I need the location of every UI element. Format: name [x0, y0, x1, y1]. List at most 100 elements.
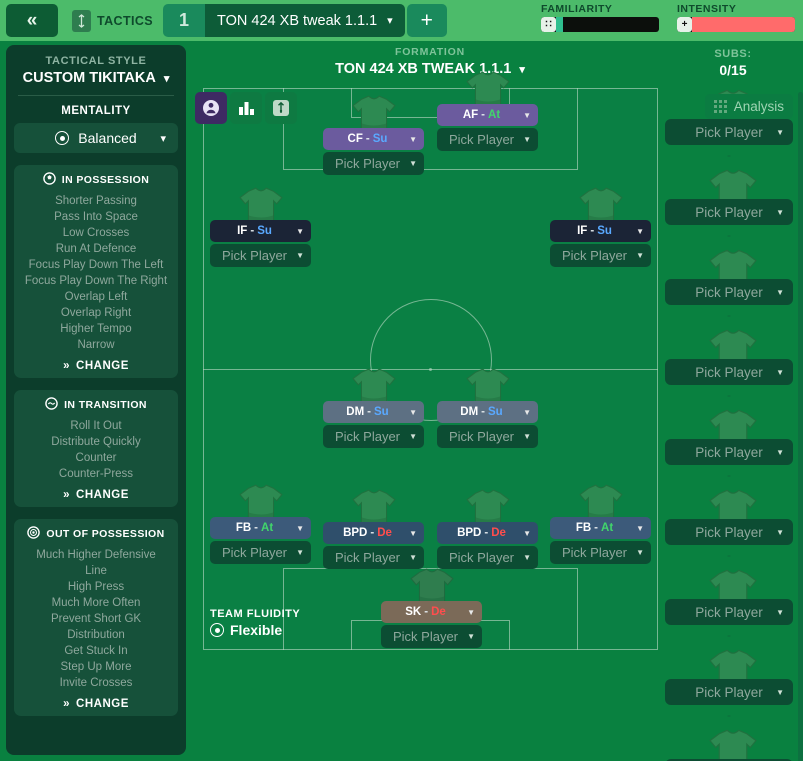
team-fluidity-value-row[interactable]: Flexible [210, 622, 300, 638]
analysis-button[interactable]: Analysis [704, 94, 793, 119]
pick-player-dropdown[interactable]: Pick Player▼ [323, 425, 424, 448]
position-slot-fb-6[interactable]: FB - At ▼ Pick Player ▼ [210, 484, 311, 564]
player-view-icon[interactable] [195, 92, 227, 124]
pick-player-dropdown[interactable]: Pick Player▼ [665, 279, 793, 305]
role-card[interactable]: BPD - De ▼ [323, 522, 424, 544]
chevron-down-icon: ▼ [636, 226, 644, 236]
tactic-name-dropdown[interactable]: TON 424 XB tweak 1.1.1 ▾ [205, 4, 405, 37]
sub-slot[interactable]: Pick Player▼- [663, 326, 803, 406]
height-arrows-icon[interactable] [265, 92, 297, 124]
pick-player-label: Pick Player [695, 444, 763, 460]
team-fluidity-heading: TEAM FLUIDITY [210, 608, 301, 620]
pick-player-label: Pick Player [695, 604, 763, 620]
panel-in-transition: IN TRANSITION Roll It Out Distribute Quick… [14, 390, 178, 507]
panel-title-text: IN POSSESSION [61, 174, 150, 186]
pick-player-dropdown[interactable]: Pick Player▼ [437, 425, 538, 448]
change-label: CHANGE [76, 698, 129, 710]
pick-player-label: Pick Player [448, 132, 515, 147]
chevron-down-icon: ▼ [776, 607, 784, 617]
subs-scrollbar[interactable] [798, 92, 803, 761]
pick-player-dropdown[interactable]: Pick Player▼ [210, 244, 311, 267]
tactic-selector[interactable]: 1 TON 424 XB tweak 1.1.1 ▾ [163, 4, 405, 37]
instruction-item: Run At Defence [55, 243, 137, 255]
position-slot-af-1[interactable]: AF - At ▼ Pick Player ▼ [437, 71, 538, 151]
role-card[interactable]: DM - Su ▼ [323, 401, 424, 423]
subs-heading: SUBS: [714, 48, 752, 60]
top-bar: « TACTICS 1 TON 424 XB tweak 1.1.1 ▾ + F… [0, 0, 803, 41]
chevron-down-icon: ▼ [523, 553, 531, 562]
role-abbr: AF [462, 109, 479, 121]
position-slot-fb-9[interactable]: FB - At ▼ Pick Player ▼ [550, 484, 651, 564]
role-card[interactable]: FB - At ▼ [210, 517, 311, 539]
position-slot-if-2[interactable]: IF - Su ▼ Pick Player ▼ [210, 187, 311, 267]
role-card[interactable]: BPD - De ▼ [437, 522, 538, 544]
tactics-sidebar: TACTICAL STYLE CUSTOM TIKITAKA ▾ MENTALI… [6, 45, 186, 755]
sub-slot[interactable]: Pick Player▼ - [663, 246, 803, 326]
sub-slot[interactable]: Pick Player▼- [663, 406, 803, 486]
pick-player-dropdown[interactable]: Pick Player▼ [437, 546, 538, 569]
chevron-down-icon: ▼ [409, 432, 417, 441]
pick-player-dropdown[interactable]: Pick Player▼ [665, 759, 793, 761]
sub-slot[interactable]: Pick Player▼- [663, 166, 803, 246]
change-button[interactable]: » CHANGE [20, 698, 172, 710]
chevron-down-icon: ▼ [296, 523, 304, 533]
position-slot-bpd-7[interactable]: BPD - De ▼ Pick Player ▼ [323, 489, 424, 569]
pick-player-dropdown[interactable]: Pick Player▼ [323, 546, 424, 569]
chevron-down-icon: ▼ [523, 135, 531, 144]
intensity-fill [692, 17, 795, 32]
position-slot-sk-10[interactable]: SK - De ▼ Pick Player ▼ [381, 568, 482, 648]
role-abbr: FB [575, 522, 592, 534]
position-slot-cf-0[interactable]: CF - Su ▼ Pick Player ▼ [323, 95, 424, 175]
role-card[interactable]: AF - At ▼ [437, 104, 538, 126]
pick-player-dropdown[interactable]: Pick Player▼ [665, 519, 793, 545]
position-slot-dm-5[interactable]: DM - Su ▼ Pick Player ▼ [437, 368, 538, 448]
mentality-heading: MENTALITY [61, 105, 131, 117]
panel-in-possession: IN POSSESSION Shorter Passing Pass Into Sp… [14, 165, 178, 378]
sub-slot[interactable]: Pick Player▼- [663, 566, 803, 646]
pick-player-dropdown[interactable]: Pick Player▼ [665, 359, 793, 385]
stats-bar-icon[interactable] [230, 92, 262, 124]
sub-slot[interactable]: Pick Player▼- [663, 726, 803, 761]
tactics-icon [72, 9, 91, 32]
pick-player-dropdown[interactable]: Pick Player ▼ [665, 599, 793, 625]
role-card[interactable]: FB - At ▼ [550, 517, 651, 539]
position-slot-if-3[interactable]: IF - Su ▼ Pick Player ▼ [550, 187, 651, 267]
pick-player-dropdown[interactable]: Pick Player▼ [550, 541, 651, 564]
change-button[interactable]: » CHANGE [20, 360, 172, 372]
tactical-style-value: CUSTOM TIKITAKA [22, 70, 156, 86]
pick-player-dropdown[interactable]: Pick Player▼ [323, 152, 424, 175]
role-card[interactable]: IF - Su ▼ [210, 220, 311, 242]
sub-slot[interactable]: Pick Player▼- [663, 486, 803, 566]
position-slot-dm-4[interactable]: DM - Su ▼ Pick Player ▼ [323, 368, 424, 448]
instruction-item: Overlap Right [60, 307, 132, 319]
role-card[interactable]: DM - Su ▼ [437, 401, 538, 423]
role-duty: De [377, 527, 392, 539]
sub-slot[interactable]: Pick Player▼- [663, 646, 803, 726]
role-card[interactable]: IF - Su ▼ [550, 220, 651, 242]
role-card[interactable]: CF - Su ▼ [323, 128, 424, 150]
position-slot-bpd-8[interactable]: BPD - De ▼ Pick Player ▼ [437, 489, 538, 569]
pick-player-dropdown[interactable]: Pick Player ▼ [437, 128, 538, 151]
pick-player-dropdown[interactable]: Pick Player▼ [665, 119, 793, 145]
subs-count: 0/15 [719, 62, 747, 78]
chevron-down-icon: ▼ [776, 447, 784, 457]
pick-player-dropdown[interactable]: Pick Player▼ [665, 679, 793, 705]
change-button[interactable]: » CHANGE [20, 489, 172, 501]
pick-player-dropdown[interactable]: Pick Player▼ [550, 244, 651, 267]
back-button[interactable]: « [6, 4, 58, 37]
pick-player-label: Pick Player [221, 248, 288, 263]
sub-separator: - [727, 308, 731, 322]
change-label: CHANGE [76, 360, 129, 372]
pick-player-dropdown[interactable]: Pick Player▼ [665, 199, 793, 225]
role-duty: Su [597, 225, 612, 237]
pick-player-dropdown[interactable]: Pick Player ▼ [665, 439, 793, 465]
role-card[interactable]: SK - De ▼ [381, 601, 482, 623]
instruction-item: Higher Tempo [60, 323, 132, 335]
add-tactic-button[interactable]: + [406, 4, 447, 37]
pick-player-dropdown[interactable]: Pick Player▼ [381, 625, 482, 648]
tactical-style-dropdown[interactable]: CUSTOM TIKITAKA ▾ [14, 70, 178, 86]
mentality-dropdown[interactable]: Balanced ▾ [14, 123, 178, 153]
formation-dropdown[interactable]: TON 424 XB TWEAK 1.1.1 ▾ [190, 61, 670, 77]
pick-player-dropdown[interactable]: Pick Player▼ [210, 541, 311, 564]
